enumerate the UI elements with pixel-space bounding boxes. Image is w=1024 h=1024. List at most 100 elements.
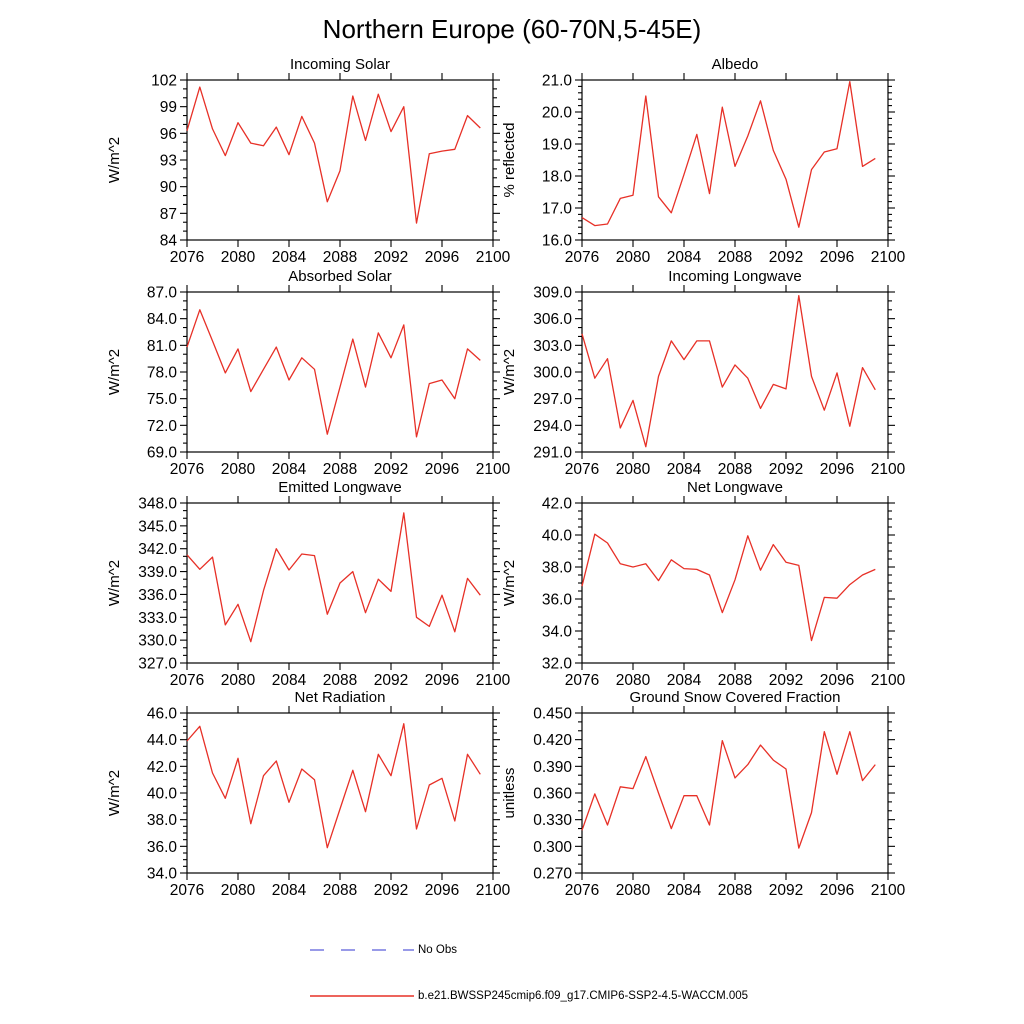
- y-tick-label: 72.0: [147, 418, 178, 435]
- x-tick-label: 2092: [769, 672, 803, 689]
- x-tick-label: 2092: [769, 882, 803, 899]
- x-tick-label: 2076: [565, 249, 599, 266]
- x-tick-label: 2080: [616, 882, 651, 899]
- panel-title: Incoming Longwave: [668, 268, 802, 285]
- series-line: [581, 80, 876, 228]
- panel-albedo: Albedo % reflected 16.0 17.0 18.0 19.0 20.0 2…: [495, 54, 918, 272]
- y-tick-label: 38.0: [147, 812, 178, 829]
- y-tick-label: 348.0: [138, 496, 177, 513]
- x-tick-label: 2092: [769, 249, 803, 266]
- series-line: [581, 294, 876, 448]
- x-tick-label: 2088: [718, 249, 752, 266]
- x-tick-label: 2076: [565, 672, 599, 689]
- y-tick-label: 84: [160, 233, 178, 250]
- panel-title: Albedo: [711, 56, 759, 73]
- x-tick-label: 2096: [820, 672, 854, 689]
- x-tick-label: 2084: [667, 461, 702, 478]
- y-tick-label: 327.0: [138, 656, 177, 673]
- x-tick-label: 2100: [871, 882, 906, 899]
- y-tick-label: 306.0: [533, 311, 572, 328]
- y-tick-label: 36.0: [147, 839, 178, 856]
- panel-title: Emitted Longwave: [278, 479, 402, 496]
- x-tick-label: 2100: [476, 672, 511, 689]
- x-tick-label: 2080: [616, 461, 651, 478]
- y-tick-label: 78.0: [147, 365, 178, 382]
- panel-title: Net Radiation: [294, 689, 386, 706]
- x-tick-label: 2076: [170, 672, 204, 689]
- x-tick-label: 2100: [476, 461, 511, 478]
- x-tick-label: 2088: [718, 672, 752, 689]
- series-line: [581, 731, 876, 849]
- y-tick-label: 291.0: [533, 445, 572, 462]
- panel-incoming-longwave: Incoming Longwave W/m^2 291.0 294.0 297.0 3…: [495, 266, 918, 484]
- legend-no-obs-line: [310, 949, 414, 951]
- x-tick-label: 2092: [374, 882, 408, 899]
- y-tick-label: 32.0: [542, 656, 573, 673]
- y-tick-label: 40.0: [147, 786, 178, 803]
- x-tick-label: 2080: [616, 672, 651, 689]
- y-tick-label: 336.0: [138, 587, 177, 604]
- y-tick-label: 0.300: [533, 839, 572, 856]
- y-tick-label: 0.420: [533, 732, 572, 749]
- y-tick-label: 17.0: [542, 201, 573, 218]
- x-tick-label: 2100: [476, 882, 511, 899]
- y-tick-label: 34.0: [147, 866, 178, 883]
- x-tick-label: 2096: [425, 461, 459, 478]
- plot-net-longwave: 32.0 34.0 36.0 38.0 40.0 42.0 2076 2080 2084 2088…: [542, 496, 906, 690]
- legend-no-obs-label: No Obs: [418, 944, 457, 956]
- x-tick-label: 2084: [272, 882, 307, 899]
- x-tick-label: 2084: [272, 461, 307, 478]
- x-tick-label: 2080: [221, 249, 256, 266]
- x-tick-label: 2084: [667, 882, 702, 899]
- x-tick-label: 2096: [820, 882, 854, 899]
- y-tick-label: 300.0: [533, 365, 572, 382]
- x-tick-label: 2100: [476, 249, 511, 266]
- y-tick-label: 21.0: [542, 73, 573, 90]
- x-tick-label: 2084: [272, 249, 307, 266]
- y-tick-label: 0.330: [533, 812, 572, 829]
- y-tick-label: 20.0: [542, 105, 573, 122]
- series-line: [186, 512, 481, 643]
- y-tick-label: 87: [160, 206, 177, 223]
- y-tick-label: 44.0: [147, 732, 178, 749]
- y-tick-label: 96: [160, 126, 177, 143]
- x-tick-label: 2088: [718, 882, 752, 899]
- plot-absorbed-solar: 69.0 72.0 75.0 78.0 81.0 84.0 87.0 2076 2080 2084…: [147, 285, 511, 479]
- y-tick-label: 90: [160, 179, 178, 196]
- legend-model-line: [310, 995, 414, 997]
- x-tick-label: 2100: [871, 672, 906, 689]
- axes-box: [581, 712, 889, 874]
- x-tick-label: 2080: [221, 882, 256, 899]
- series-line: [581, 533, 876, 642]
- y-tick-label: 309.0: [533, 285, 572, 302]
- x-tick-label: 2100: [871, 461, 906, 478]
- axes-box: [581, 291, 889, 453]
- series-line: [186, 86, 481, 224]
- y-tick-label: 339.0: [138, 564, 177, 581]
- panel-net-longwave: Net Longwave W/m^2 32.0 34.0 36.0 38.0 40.0 4…: [495, 477, 918, 695]
- x-tick-label: 2076: [170, 249, 204, 266]
- y-tick-label: 19.0: [542, 137, 573, 154]
- y-tick-label: 75.0: [147, 391, 178, 408]
- y-tick-label: 34.0: [542, 624, 573, 641]
- plot-incoming-longwave: 291.0 294.0 297.0 300.0 303.0 306.0 309.0 2076 2…: [533, 285, 906, 479]
- x-tick-label: 2076: [170, 882, 204, 899]
- x-tick-label: 2084: [667, 672, 702, 689]
- x-tick-label: 2076: [565, 461, 599, 478]
- y-tick-label: 0.270: [533, 866, 572, 883]
- x-tick-label: 2088: [718, 461, 752, 478]
- y-tick-label: 42.0: [542, 496, 573, 513]
- axes-box: [186, 291, 494, 453]
- y-tick-label: 93: [160, 153, 177, 170]
- panel-emitted-longwave: Emitted Longwave W/m^2 327.0 330.0 333.0 33…: [100, 477, 523, 695]
- y-tick-label: 69.0: [147, 445, 178, 462]
- x-tick-label: 2088: [323, 672, 357, 689]
- y-tick-label: 0.360: [533, 786, 572, 803]
- x-tick-label: 2080: [221, 461, 256, 478]
- plot-net-radiation: 34.0 36.0 38.0 40.0 42.0 44.0 46.0 2076 2080 2084…: [147, 706, 511, 900]
- x-tick-label: 2088: [323, 882, 357, 899]
- x-tick-label: 2096: [820, 461, 854, 478]
- x-tick-label: 2096: [425, 672, 459, 689]
- x-tick-label: 2076: [170, 461, 204, 478]
- y-tick-label: 297.0: [533, 391, 572, 408]
